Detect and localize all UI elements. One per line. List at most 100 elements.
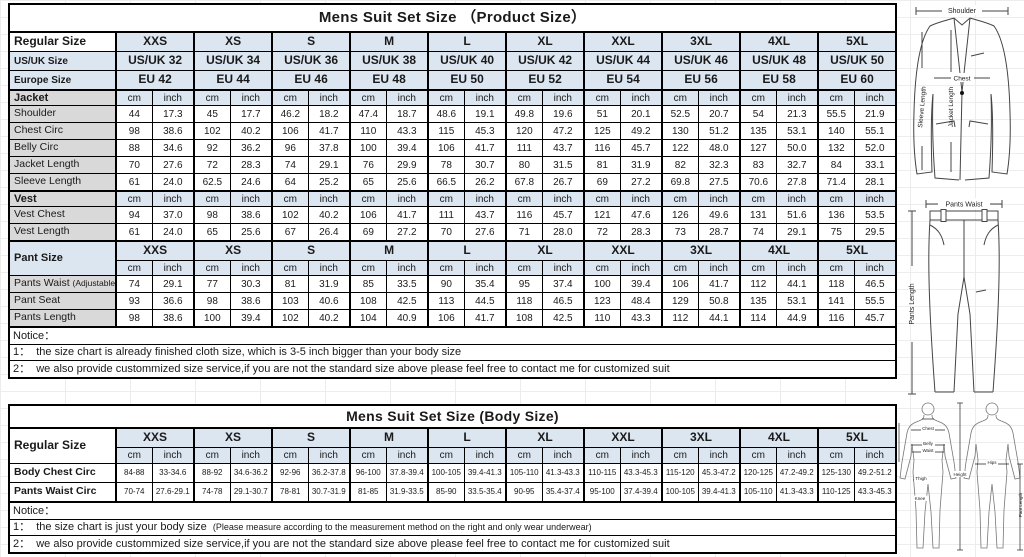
value-cell-inch: 42.5 (541, 309, 585, 328)
size-header-cell: XS (193, 240, 273, 261)
size-header-cell: US/UK 46 (661, 51, 741, 71)
size-header-cell: EU 44 (193, 70, 273, 91)
table-row: US/UK Size US/UK 32 US/UK 34 US/UK 36 US/UK … (8, 51, 897, 71)
unit-inch-cell: inch (775, 447, 819, 464)
value-cell-inch: 47.6 (619, 206, 663, 224)
value-cell-inch: 39.4-41.3 (697, 482, 741, 503)
value-cell-cm: 78-81 (271, 482, 309, 503)
size-header-cell: M (349, 240, 429, 261)
unit-inch-cell: inch (541, 447, 585, 464)
size-header-cell: 4XL (739, 427, 819, 448)
value-cell-cm: 61 (115, 223, 153, 242)
value-cell-cm: 49.8 (505, 105, 543, 123)
unit-inch-cell: inch (775, 89, 819, 106)
section-label: Vest (8, 190, 118, 207)
value-cell-inch: 45.3-47.2 (697, 463, 741, 483)
size-header-cell: XS (193, 31, 273, 52)
notice-line-2: 2： we also provide custommized size serv… (8, 535, 897, 553)
unit-cm-cell: cm (583, 447, 621, 464)
size-header-cell: EU 60 (817, 70, 897, 91)
value-cell-inch: 50.0 (775, 139, 819, 157)
value-cell-inch: 38.6 (229, 292, 273, 310)
unit-cm-cell: cm (739, 190, 777, 207)
value-cell-cm: 136 (817, 206, 855, 224)
unit-inch-cell: inch (853, 447, 897, 464)
value-cell-cm: 72 (583, 223, 621, 242)
value-cell-inch: 17.7 (229, 105, 273, 123)
unit-inch-cell: inch (229, 89, 273, 106)
value-cell-cm: 95 (505, 275, 543, 293)
value-cell-inch: 20.7 (697, 105, 741, 123)
value-cell-inch: 33.5 (385, 275, 429, 293)
value-cell-inch: 20.1 (619, 105, 663, 123)
size-header-cell: 4XL (739, 31, 819, 52)
unit-cm-cell: cm (505, 190, 543, 207)
unit-cm-cell: cm (115, 447, 153, 464)
unit-cm-cell: cm (427, 447, 465, 464)
section-label: Jacket (8, 89, 118, 106)
value-cell-cm: 65 (193, 223, 231, 242)
unit-inch-cell: inch (541, 190, 585, 207)
value-cell-cm: 108 (505, 309, 543, 328)
table-row: Body Chest Circ 84-88 33-34.6 88-92 34.6-36.… (8, 463, 897, 483)
notice-line-1-small: (Please measure according to the measure… (212, 522, 592, 533)
value-cell-cm: 74 (115, 275, 153, 293)
value-cell-cm: 70.6 (739, 173, 777, 192)
value-cell-cm: 113 (427, 292, 465, 310)
value-cell-inch: 40.2 (229, 122, 273, 140)
unit-inch-cell: inch (307, 447, 351, 464)
value-cell-inch: 28.0 (541, 223, 585, 242)
value-cell-inch: 34.6-36.2 (229, 463, 273, 483)
value-cell-inch: 30.7 (463, 156, 507, 174)
size-header-cell: L (427, 427, 507, 448)
regular-size-label: Regular Size (8, 427, 117, 464)
unit-inch-cell: inch (151, 447, 195, 464)
value-cell-inch: 27.8 (775, 173, 819, 192)
value-cell-cm: 88 (115, 139, 153, 157)
size-header-cell: EU 52 (505, 70, 585, 91)
size-header-cell: XL (505, 427, 585, 448)
size-header-cell: EU 58 (739, 70, 819, 91)
size-header-cell: 5XL (817, 240, 897, 261)
size-header-cell: XXS (115, 240, 195, 261)
value-cell-inch: 26.2 (463, 173, 507, 192)
value-cell-cm: 118 (505, 292, 543, 310)
jacket-shoulder-label: Shoulder (948, 8, 977, 15)
unit-inch-cell: inch (697, 260, 741, 276)
size-header-cell: 4XL (739, 240, 819, 261)
unit-inch-cell: inch (619, 260, 663, 276)
value-cell-cm: 126 (661, 206, 699, 224)
value-cell-inch: 46.5 (853, 275, 897, 293)
value-cell-inch: 49.6 (697, 206, 741, 224)
value-cell-cm: 95-100 (583, 482, 621, 503)
unit-cm-cell: cm (349, 190, 387, 207)
value-cell-cm: 72 (193, 156, 231, 174)
value-cell-cm: 74 (739, 223, 777, 242)
measurement-label: Belly Circ (8, 139, 118, 157)
us-uk-size-label: US/UK Size (8, 51, 118, 71)
size-header-cell: S (271, 31, 351, 52)
table-row: Mens Suit Set Size (Body Size) (8, 404, 897, 429)
value-cell-cm: 106 (349, 206, 387, 224)
value-cell-cm: 71 (505, 223, 543, 242)
value-cell-inch: 34.6 (151, 139, 195, 157)
value-cell-cm: 88-92 (193, 463, 231, 483)
unit-cm-cell: cm (427, 260, 465, 276)
value-cell-cm: 70 (115, 156, 153, 174)
unit-cm-cell: cm (193, 89, 231, 106)
value-cell-inch: 19.1 (463, 105, 507, 123)
value-cell-cm: 115-120 (661, 463, 699, 483)
unit-cm-cell: cm (817, 447, 855, 464)
size-header-cell: EU 42 (115, 70, 195, 91)
value-cell-inch: 41.7 (463, 309, 507, 328)
size-header-cell: US/UK 48 (739, 51, 819, 71)
value-cell-cm: 112 (739, 275, 777, 293)
value-cell-cm: 110 (349, 122, 387, 140)
value-cell-inch: 31.9 (619, 156, 663, 174)
size-header-cell: L (427, 240, 507, 261)
value-cell-inch: 18.7 (385, 105, 429, 123)
unit-inch-cell: inch (463, 260, 507, 276)
value-cell-inch: 43.7 (541, 139, 585, 157)
value-cell-inch: 40.2 (307, 206, 351, 224)
